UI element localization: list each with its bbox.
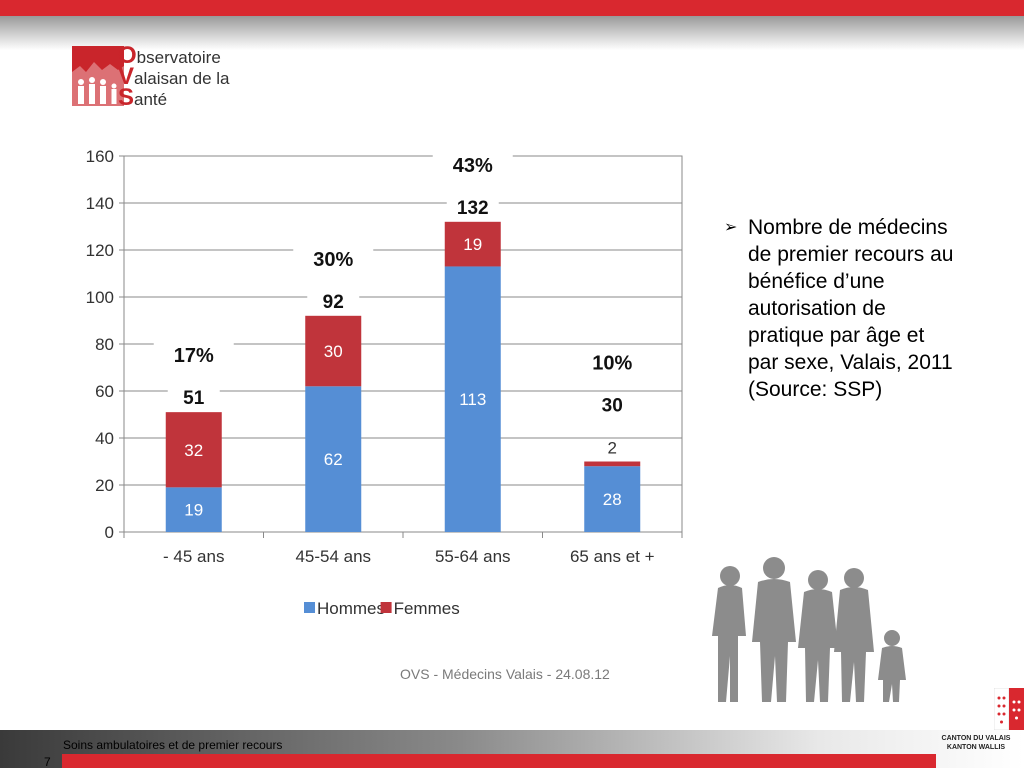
legend-swatch-hommes — [304, 602, 315, 613]
page-number: 7 — [44, 755, 51, 769]
total-label-bg — [167, 384, 220, 411]
bullet-line: bénéfice d’une — [748, 270, 885, 293]
legend-label: Femmes — [394, 599, 460, 618]
x-tick-label: 55-64 ans — [435, 547, 511, 566]
bullet-line: (Source: SSP) — [748, 378, 883, 401]
x-tick-label: 65 ans et + — [570, 547, 655, 566]
chart-source-note: OVS - Médecins Valais - 24.08.12 — [400, 666, 610, 682]
logo-red-block — [72, 46, 124, 106]
bullet-line: par sexe, Valais, 2011 — [748, 351, 953, 374]
canton-flag-icon — [994, 688, 1024, 730]
bullet-arrow-icon: ➢ — [724, 219, 738, 236]
bullet-line: autorisation de — [748, 297, 886, 320]
y-tick-label: 100 — [86, 288, 114, 307]
percent-label-bg — [153, 340, 234, 369]
bar-data-label: 62 — [324, 450, 343, 469]
bullet-line: de premier recours au — [748, 243, 954, 266]
bar-segment-femmes — [305, 315, 362, 387]
footer-red-band — [62, 754, 936, 768]
y-tick-label: 60 — [95, 382, 114, 401]
bar-data-label: 30 — [324, 342, 343, 361]
top-red-band — [0, 0, 1024, 16]
y-tick-label: 160 — [86, 147, 114, 166]
ovs-logo: Observatoire Valaisan de la Santé — [68, 36, 230, 111]
bar-total-label: 132 — [457, 198, 489, 219]
x-tick-label: 45-54 ans — [295, 547, 371, 566]
y-tick-label: 120 — [86, 241, 114, 260]
bar-percent-label: 10% — [592, 353, 632, 375]
logo-wordmark: Observatoire Valaisan de la Santé — [118, 42, 230, 111]
bullet-line: Nombre de médecins — [748, 216, 948, 239]
total-label-bg — [586, 391, 639, 418]
percent-label-bg — [293, 243, 374, 272]
y-tick-label: 80 — [95, 335, 114, 354]
chart-svg: 0 20 40 60 80 100 120 140 160 19 32 51 17% - 45 ans 62… — [86, 147, 683, 618]
top-shade-band — [0, 16, 1024, 50]
y-tick-label: 0 — [105, 523, 114, 542]
bar-percent-label: 17% — [174, 345, 214, 367]
bar-data-label: 113 — [459, 390, 486, 409]
bar-segment-hommes — [584, 466, 641, 532]
bar-data-label: 32 — [184, 441, 203, 460]
bar-data-label: 2 — [608, 439, 617, 458]
bar-total-label: 92 — [323, 292, 344, 313]
y-tick-label: 40 — [95, 429, 114, 448]
canton-label-line2: KANTON WALLIS — [946, 744, 1006, 751]
bar-percent-label: 43% — [453, 155, 493, 177]
bar-data-label: 19 — [184, 501, 203, 520]
logo-silhouette-icon — [72, 62, 124, 106]
legend-swatch-femmes — [380, 602, 392, 613]
canton-label-line1: CANTON DU VALAIS — [941, 735, 1011, 742]
total-label-bg — [446, 193, 499, 220]
bar-percent-label: 30% — [313, 249, 353, 271]
footer-section-title: Soins ambulatoires et de premier recours — [63, 738, 283, 752]
bar-segment-femmes — [165, 412, 222, 488]
bar-segment-hommes — [305, 386, 362, 532]
family-silhouette-icon — [712, 557, 906, 702]
percent-label-bg — [432, 149, 513, 178]
bullet-line: pratique par âge et — [748, 324, 925, 347]
bar-total-label: 51 — [183, 388, 205, 409]
bar-segment-hommes — [165, 487, 222, 532]
canton-label: CANTON DU VALAIS KANTON WALLIS — [930, 734, 1022, 752]
y-tick-label: 140 — [86, 194, 114, 213]
bullet-description: ➢ Nombre de médecins de premier recours … — [724, 214, 1020, 403]
bar-segment-femmes — [584, 461, 641, 467]
x-tick-label: - 45 ans — [163, 547, 224, 566]
percent-label-bg — [572, 347, 653, 376]
bar-segment-hommes — [444, 266, 501, 532]
bar-data-label: 19 — [463, 235, 482, 254]
bar-segment-femmes — [444, 221, 501, 267]
y-tick-label: 20 — [95, 476, 114, 495]
total-label-bg — [307, 287, 360, 314]
stacked-bar-chart: 0 20 40 60 80 100 120 140 160 19 32 51 17% - 45 ans 62… — [68, 140, 698, 660]
bar-data-label: 28 — [603, 490, 622, 509]
legend-label: Hommes — [317, 599, 385, 618]
bar-total-label: 30 — [602, 396, 623, 417]
